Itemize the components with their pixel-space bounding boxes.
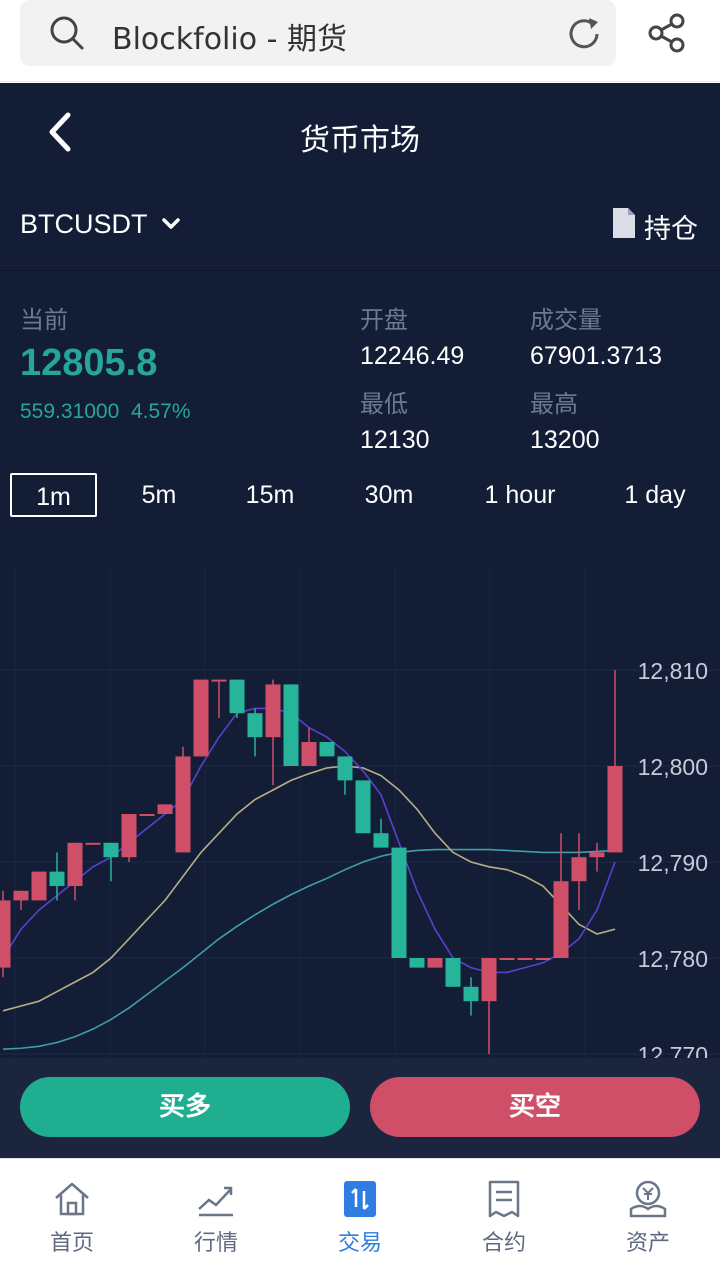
candle-body	[157, 804, 173, 814]
open-label: 开盘	[360, 306, 408, 334]
contract-icon	[488, 1180, 520, 1218]
candle-body	[481, 958, 497, 1002]
search-box[interactable]: Blockfolio - 期货	[20, 0, 616, 66]
candle-body	[301, 742, 317, 766]
nav-label-assets: 资产	[625, 1231, 670, 1256]
candle-body	[535, 958, 551, 960]
back-arrow-icon[interactable]	[44, 111, 78, 153]
candle-body	[175, 756, 191, 853]
candle-body	[337, 756, 353, 781]
tab-30m[interactable]: 30m	[364, 481, 414, 509]
search-text[interactable]: Blockfolio - 期货	[112, 22, 347, 57]
candle-body	[211, 679, 227, 682]
nav-label-contract: 合约	[481, 1231, 526, 1256]
ma-fast-line	[2, 707, 616, 974]
ma-mid-line	[2, 765, 616, 1012]
candle-body	[589, 852, 605, 858]
document-icon[interactable]	[612, 207, 636, 239]
y-tick-label: 12,810	[638, 658, 708, 684]
candle-body	[355, 780, 371, 834]
candle-body	[67, 842, 83, 886]
app-content: 货币市场 BTCUSDT 持仓 当前 12805.8 559.31000 4.5…	[0, 83, 720, 1158]
change-value: 559.31000	[20, 400, 120, 423]
buy-short-button[interactable]: 买空	[370, 1077, 700, 1137]
volume-label: 成交量	[530, 306, 602, 334]
open-value: 12246.49	[360, 342, 465, 370]
market-stats: 当前 12805.8 559.31000 4.57% 开盘 12246.49 成…	[0, 272, 720, 454]
candle-body	[445, 958, 461, 987]
y-tick-label: 12,790	[638, 850, 708, 876]
candle-body	[463, 986, 479, 1002]
share-icon[interactable]	[646, 12, 688, 54]
candle-body	[13, 890, 29, 901]
page-title: 货币市场	[300, 123, 420, 158]
trade-actions: 买多 买空	[0, 1058, 720, 1158]
tab-1-day[interactable]: 1 day	[624, 481, 686, 509]
ma-slow-line	[2, 848, 616, 1050]
position-link[interactable]: 持仓	[644, 214, 698, 245]
candle-body	[409, 958, 425, 968]
nav-item-market[interactable]: 行情	[144, 1159, 288, 1264]
candle-body	[103, 842, 119, 858]
current-price: 12805.8	[20, 342, 158, 384]
change-percent: 4.57%	[130, 400, 191, 423]
asset-icon	[629, 1180, 667, 1218]
nav-item-home[interactable]: 首页	[0, 1159, 144, 1264]
candle-body	[553, 881, 569, 958]
trade-icon	[344, 1181, 376, 1217]
candle-body	[121, 814, 137, 858]
buy-long-button[interactable]: 买多	[20, 1077, 350, 1137]
low-value: 12130	[360, 426, 430, 454]
candle-body	[85, 842, 101, 845]
app-header: 货币市场	[0, 83, 720, 183]
low-label: 最低	[360, 390, 408, 418]
bottom-nav: 首页 行情 交易 合约 资产	[0, 1158, 720, 1264]
candle-body	[265, 684, 281, 738]
candle-body	[0, 900, 11, 968]
high-label: 最高	[530, 390, 578, 418]
browser-bar: Blockfolio - 期货	[0, 0, 720, 82]
candle-body	[571, 857, 587, 882]
interval-tabs: 1m 5m 15m 30m 1 hour 1 day	[0, 471, 720, 521]
candle-body	[31, 871, 47, 901]
y-tick-label: 12,780	[638, 946, 708, 972]
candle-body	[283, 684, 299, 766]
nav-label-trade: 交易	[337, 1231, 382, 1256]
nav-label-market: 行情	[193, 1231, 238, 1256]
refresh-icon[interactable]	[565, 15, 603, 53]
candle-body	[373, 833, 389, 848]
nav-item-trade[interactable]: 交易	[288, 1159, 432, 1264]
candle-body	[391, 847, 407, 958]
candle-body	[49, 871, 65, 886]
chart-trend-icon	[198, 1186, 233, 1217]
symbol-selector[interactable]: BTCUSDT	[20, 209, 148, 239]
y-tick-label: 12,800	[638, 754, 708, 780]
price-change: 559.31000 4.57%	[20, 400, 191, 424]
candle-body	[427, 958, 443, 968]
home-icon	[55, 1182, 89, 1216]
current-label: 当前	[20, 306, 68, 334]
nav-item-contract[interactable]: 合约	[432, 1159, 576, 1264]
candle-body	[319, 742, 335, 757]
candle-body	[247, 713, 263, 738]
candle-body	[499, 958, 515, 960]
candle-body	[193, 679, 209, 757]
candle-body	[607, 766, 623, 853]
chevron-down-icon[interactable]	[160, 213, 182, 235]
search-icon[interactable]	[48, 14, 86, 52]
symbol-row: BTCUSDT 持仓	[0, 183, 720, 271]
nav-item-assets[interactable]: 资产	[576, 1159, 720, 1264]
tab-1-hour[interactable]: 1 hour	[484, 481, 556, 509]
y-tick-label: 12,770	[638, 1042, 708, 1058]
tab-15m[interactable]: 15m	[245, 481, 295, 509]
candle-body	[229, 679, 245, 714]
volume-value: 67901.3713	[530, 342, 663, 370]
tab-5m[interactable]: 5m	[141, 481, 177, 509]
candlestick-chart[interactable]: 12,810 12,800 12,790 12,780 12,770	[0, 565, 720, 1058]
high-value: 13200	[530, 426, 600, 454]
tab-1m[interactable]: 1m	[10, 473, 97, 517]
nav-label-home: 首页	[49, 1231, 94, 1256]
candle-body	[517, 958, 533, 960]
candle-body	[139, 814, 155, 816]
